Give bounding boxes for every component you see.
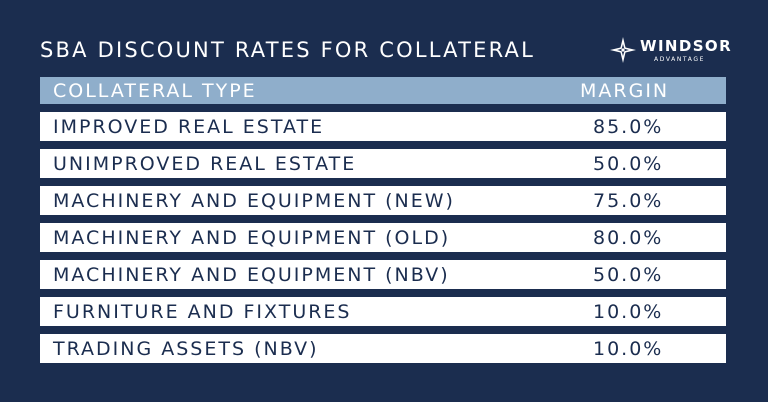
header-margin: MARGIN bbox=[580, 79, 670, 102]
collateral-type-cell: UNIMPROVED REAL ESTATE bbox=[53, 152, 357, 175]
logo-subtitle: ADVANTAGE bbox=[654, 56, 705, 63]
collateral-type-cell: IMPROVED REAL ESTATE bbox=[53, 115, 325, 138]
table-row: UNIMPROVED REAL ESTATE 50.0% bbox=[40, 149, 726, 178]
table-row: MACHINERY AND EQUIPMENT (NBV) 50.0% bbox=[40, 260, 726, 289]
collateral-table: COLLATERAL TYPE MARGIN IMPROVED REAL EST… bbox=[40, 77, 726, 371]
table-row: MACHINERY AND EQUIPMENT (OLD) 80.0% bbox=[40, 223, 726, 252]
margin-cell: 75.0% bbox=[593, 189, 664, 212]
windsor-logo: WINDSOR ADVANTAGE bbox=[610, 35, 733, 67]
compass-star-icon bbox=[610, 37, 636, 63]
collateral-type-cell: MACHINERY AND EQUIPMENT (NEW) bbox=[53, 189, 455, 212]
margin-cell: 80.0% bbox=[593, 226, 664, 249]
table-row: IMPROVED REAL ESTATE 85.0% bbox=[40, 112, 726, 141]
margin-cell: 50.0% bbox=[593, 152, 664, 175]
table-row: FURNITURE AND FIXTURES 10.0% bbox=[40, 297, 726, 326]
page-title: SBA DISCOUNT RATES FOR COLLATERAL bbox=[40, 38, 536, 62]
margin-cell: 50.0% bbox=[593, 263, 664, 286]
table-row: TRADING ASSETS (NBV) 10.0% bbox=[40, 334, 726, 363]
collateral-type-cell: FURNITURE AND FIXTURES bbox=[53, 300, 352, 323]
margin-cell: 85.0% bbox=[593, 115, 664, 138]
table-header-row: COLLATERAL TYPE MARGIN bbox=[40, 77, 726, 104]
margin-cell: 10.0% bbox=[593, 300, 664, 323]
collateral-type-cell: TRADING ASSETS (NBV) bbox=[53, 337, 319, 360]
margin-cell: 10.0% bbox=[593, 337, 664, 360]
collateral-type-cell: MACHINERY AND EQUIPMENT (OLD) bbox=[53, 226, 451, 249]
collateral-type-cell: MACHINERY AND EQUIPMENT (NBV) bbox=[53, 263, 450, 286]
table-row: MACHINERY AND EQUIPMENT (NEW) 75.0% bbox=[40, 186, 726, 215]
header-collateral-type: COLLATERAL TYPE bbox=[53, 79, 257, 102]
logo-name: WINDSOR bbox=[640, 37, 733, 55]
